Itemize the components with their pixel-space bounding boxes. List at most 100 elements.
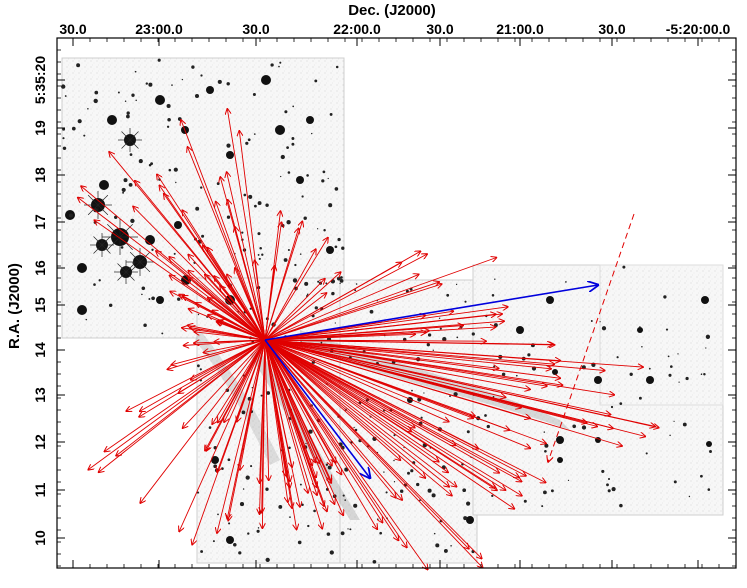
star: [400, 489, 404, 493]
star: [581, 425, 587, 430]
star: [353, 503, 358, 508]
motion-vector: [133, 206, 266, 341]
star: [93, 283, 96, 286]
motion-vector: [264, 339, 526, 476]
star: [76, 63, 81, 68]
motion-vector: [264, 339, 269, 481]
star: [466, 430, 470, 434]
star: [347, 528, 349, 530]
x-tick-label: 30.0: [242, 21, 269, 37]
star: [327, 177, 329, 180]
star: [546, 296, 554, 304]
star: [410, 469, 414, 473]
motion-vector: [264, 339, 457, 487]
star: [610, 405, 614, 409]
star: [703, 373, 706, 376]
star: [258, 257, 261, 260]
star: [523, 499, 527, 503]
star: [355, 283, 358, 285]
star: [327, 465, 332, 470]
star: [619, 503, 623, 508]
star: [123, 178, 128, 183]
star: [431, 493, 436, 498]
star: [253, 133, 256, 135]
motion-vector: [264, 339, 587, 423]
motion-vector: [183, 339, 266, 428]
star: [450, 544, 452, 547]
motion-vector: [264, 279, 325, 341]
star: [233, 543, 237, 547]
star: [241, 410, 246, 415]
motion-vector: [264, 339, 495, 488]
motion-vector: [264, 339, 343, 515]
star: [316, 228, 319, 230]
star: [256, 529, 260, 533]
star: [601, 326, 607, 331]
motion-vector: [264, 339, 449, 422]
motion-vector: [135, 181, 266, 341]
star: [266, 391, 271, 395]
motion-vector: [264, 339, 402, 500]
motion-vector: [264, 249, 316, 341]
motion-vector: [264, 339, 506, 490]
dashed-vector: [548, 213, 635, 462]
star: [334, 245, 338, 249]
star: [194, 93, 200, 99]
y-tick-label: 19: [32, 120, 48, 136]
star: [299, 483, 302, 486]
motion-vector: [227, 274, 266, 341]
star: [239, 502, 245, 507]
star: [257, 527, 260, 529]
star: [462, 488, 467, 493]
star-spike: [97, 194, 109, 206]
star: [383, 471, 385, 473]
star: [181, 78, 184, 81]
star: [265, 487, 269, 491]
star: [340, 279, 343, 282]
star: [326, 246, 334, 254]
star: [199, 368, 202, 371]
star: [433, 532, 436, 535]
motion-vector: [239, 131, 266, 341]
star: [280, 154, 285, 160]
star: [432, 349, 435, 352]
star: [129, 153, 133, 156]
motion-vector: [227, 109, 266, 341]
star: [108, 303, 113, 308]
motion-vector: [264, 339, 322, 529]
star: [166, 103, 171, 109]
y-axis-title: R.A. (J2000): [6, 263, 23, 349]
star: [645, 452, 648, 455]
motion-vector: [264, 339, 547, 386]
star: [173, 167, 178, 172]
star: [247, 532, 250, 535]
star: [270, 63, 274, 67]
motion-vector: [264, 314, 496, 341]
star: [619, 402, 623, 405]
star: [372, 559, 377, 564]
star: [141, 286, 146, 291]
star-spike: [119, 224, 133, 238]
star: [426, 343, 430, 347]
star: [161, 332, 164, 335]
star: [171, 84, 173, 86]
star: [427, 488, 432, 493]
star: [435, 543, 440, 548]
star: [216, 182, 220, 186]
star: [301, 195, 304, 198]
star: [120, 246, 124, 249]
motion-vector: [264, 339, 561, 361]
star: [678, 381, 680, 383]
motion-vector: [264, 339, 551, 369]
star: [242, 488, 245, 490]
motion-vector: [264, 339, 407, 548]
star: [157, 58, 161, 62]
y-tick-label: 18: [32, 167, 48, 183]
star: [646, 376, 654, 384]
star: [594, 376, 602, 384]
star-spike: [129, 131, 139, 141]
motion-vector: [217, 339, 266, 533]
star: [701, 296, 709, 304]
star: [307, 524, 310, 528]
